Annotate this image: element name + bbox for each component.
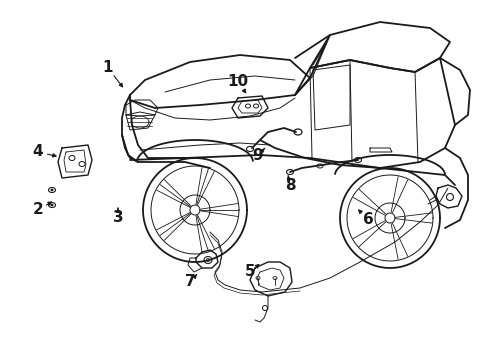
Ellipse shape <box>50 204 53 206</box>
Text: 5: 5 <box>244 265 255 279</box>
Text: 10: 10 <box>227 75 248 90</box>
Text: 7: 7 <box>184 274 195 289</box>
Text: 9: 9 <box>252 148 263 162</box>
Text: 1: 1 <box>102 60 113 76</box>
Text: 3: 3 <box>112 211 123 225</box>
Text: 8: 8 <box>284 177 295 193</box>
Text: 6: 6 <box>362 212 373 228</box>
Ellipse shape <box>50 189 53 191</box>
Text: 2: 2 <box>33 202 43 217</box>
Text: 4: 4 <box>33 144 43 159</box>
